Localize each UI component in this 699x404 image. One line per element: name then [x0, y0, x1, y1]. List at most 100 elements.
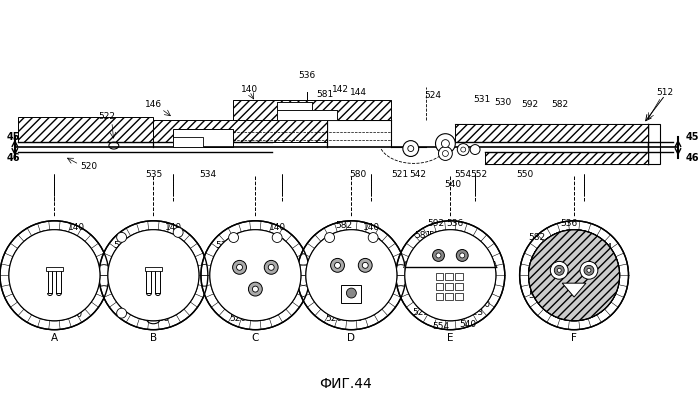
Circle shape: [306, 230, 397, 321]
Text: E: E: [447, 332, 454, 343]
Text: 46: 46: [686, 154, 699, 164]
Circle shape: [584, 265, 594, 275]
Bar: [57, 269, 62, 293]
Circle shape: [557, 268, 561, 272]
Text: 582: 582: [428, 231, 445, 240]
Text: 592: 592: [521, 101, 538, 109]
Text: ФИГ.44: ФИГ.44: [319, 377, 372, 391]
Circle shape: [359, 259, 372, 272]
Circle shape: [117, 308, 127, 318]
Text: 146: 146: [145, 101, 162, 109]
Bar: [173, 129, 233, 147]
Text: 524: 524: [424, 90, 441, 100]
Circle shape: [252, 286, 259, 292]
Circle shape: [519, 221, 628, 330]
Bar: [435, 273, 443, 280]
Text: 526: 526: [113, 241, 130, 250]
Circle shape: [438, 147, 452, 160]
Circle shape: [461, 147, 466, 152]
Bar: [147, 269, 152, 293]
Bar: [445, 283, 454, 290]
Text: 536: 536: [561, 219, 578, 228]
Text: 524: 524: [477, 271, 493, 280]
Text: 580: 580: [350, 170, 367, 179]
Bar: [648, 124, 660, 164]
Text: 534: 534: [68, 239, 85, 248]
Circle shape: [470, 145, 480, 154]
Circle shape: [9, 230, 100, 321]
Text: 582: 582: [268, 238, 286, 247]
Circle shape: [117, 232, 127, 242]
Bar: [17, 117, 153, 142]
Bar: [277, 110, 336, 120]
Text: 523: 523: [412, 308, 429, 318]
Text: 140: 140: [68, 223, 85, 232]
Text: 520: 520: [473, 301, 491, 309]
Text: 526: 526: [268, 253, 286, 262]
Text: 536: 536: [298, 71, 315, 80]
Circle shape: [403, 141, 419, 156]
Text: 46: 46: [7, 154, 20, 164]
Text: 520: 520: [113, 273, 130, 282]
Circle shape: [236, 264, 243, 270]
Bar: [173, 137, 203, 147]
Text: 540: 540: [445, 180, 462, 189]
Text: AA: AA: [486, 261, 498, 270]
Circle shape: [408, 145, 414, 152]
Circle shape: [108, 230, 199, 321]
Text: 530: 530: [494, 97, 512, 107]
Text: 540: 540: [460, 320, 477, 329]
Circle shape: [528, 230, 619, 321]
Bar: [145, 267, 162, 271]
Text: 531: 531: [473, 95, 491, 103]
Bar: [48, 269, 52, 293]
Bar: [455, 283, 463, 290]
Circle shape: [9, 230, 100, 321]
Circle shape: [456, 250, 468, 261]
Text: B: B: [150, 332, 157, 343]
Text: 552: 552: [470, 170, 488, 179]
Bar: [342, 285, 361, 303]
Circle shape: [99, 221, 208, 330]
Circle shape: [233, 261, 247, 274]
Text: 550: 550: [593, 292, 610, 301]
Text: 534: 534: [199, 170, 217, 179]
Bar: [445, 273, 454, 280]
Circle shape: [173, 227, 183, 237]
Text: 580: 580: [363, 305, 380, 314]
Bar: [155, 269, 160, 293]
Text: 542: 542: [409, 170, 426, 179]
Text: 520: 520: [66, 310, 82, 319]
Text: 582: 582: [528, 233, 545, 242]
Text: 520: 520: [325, 314, 342, 323]
Text: 142: 142: [332, 85, 349, 94]
Bar: [455, 273, 463, 280]
Circle shape: [587, 268, 591, 272]
Circle shape: [335, 262, 340, 268]
Circle shape: [528, 230, 619, 321]
Text: 550: 550: [516, 170, 533, 179]
Bar: [45, 267, 64, 271]
Circle shape: [433, 250, 445, 261]
Circle shape: [405, 230, 496, 321]
Text: 582: 582: [552, 101, 569, 109]
Polygon shape: [562, 283, 586, 297]
Text: F: F: [571, 332, 577, 343]
Text: 526: 526: [215, 256, 232, 265]
Text: C: C: [252, 332, 259, 343]
Bar: [455, 293, 463, 300]
Circle shape: [201, 221, 310, 330]
Circle shape: [457, 143, 469, 156]
Bar: [445, 293, 454, 300]
Text: 528: 528: [153, 314, 170, 323]
Circle shape: [396, 221, 505, 330]
Text: 521: 521: [391, 170, 408, 179]
Circle shape: [248, 282, 262, 296]
Circle shape: [264, 261, 278, 274]
Text: 140: 140: [165, 223, 182, 232]
Circle shape: [362, 262, 368, 268]
Circle shape: [528, 230, 619, 321]
Text: 512: 512: [656, 88, 674, 97]
Text: 526: 526: [365, 238, 382, 247]
Text: A: A: [51, 332, 58, 343]
